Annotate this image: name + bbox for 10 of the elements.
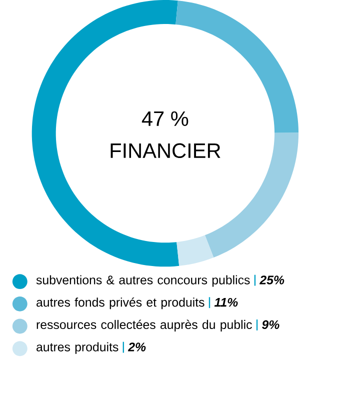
data-label: 9% xyxy=(262,320,280,330)
data-label: 2% xyxy=(128,342,146,352)
legend-label: autres fonds privés et produits xyxy=(36,297,204,310)
data-label: 25% xyxy=(259,276,284,284)
text: 47 % xyxy=(142,111,188,126)
legend-label: subventions & autres concours publics xyxy=(36,275,250,287)
data-label: 11% xyxy=(214,298,238,307)
text: FINANCIER xyxy=(110,143,220,158)
legend-label: autres produits xyxy=(36,342,118,354)
legend-label: ressources collectées auprès du public xyxy=(36,320,252,332)
